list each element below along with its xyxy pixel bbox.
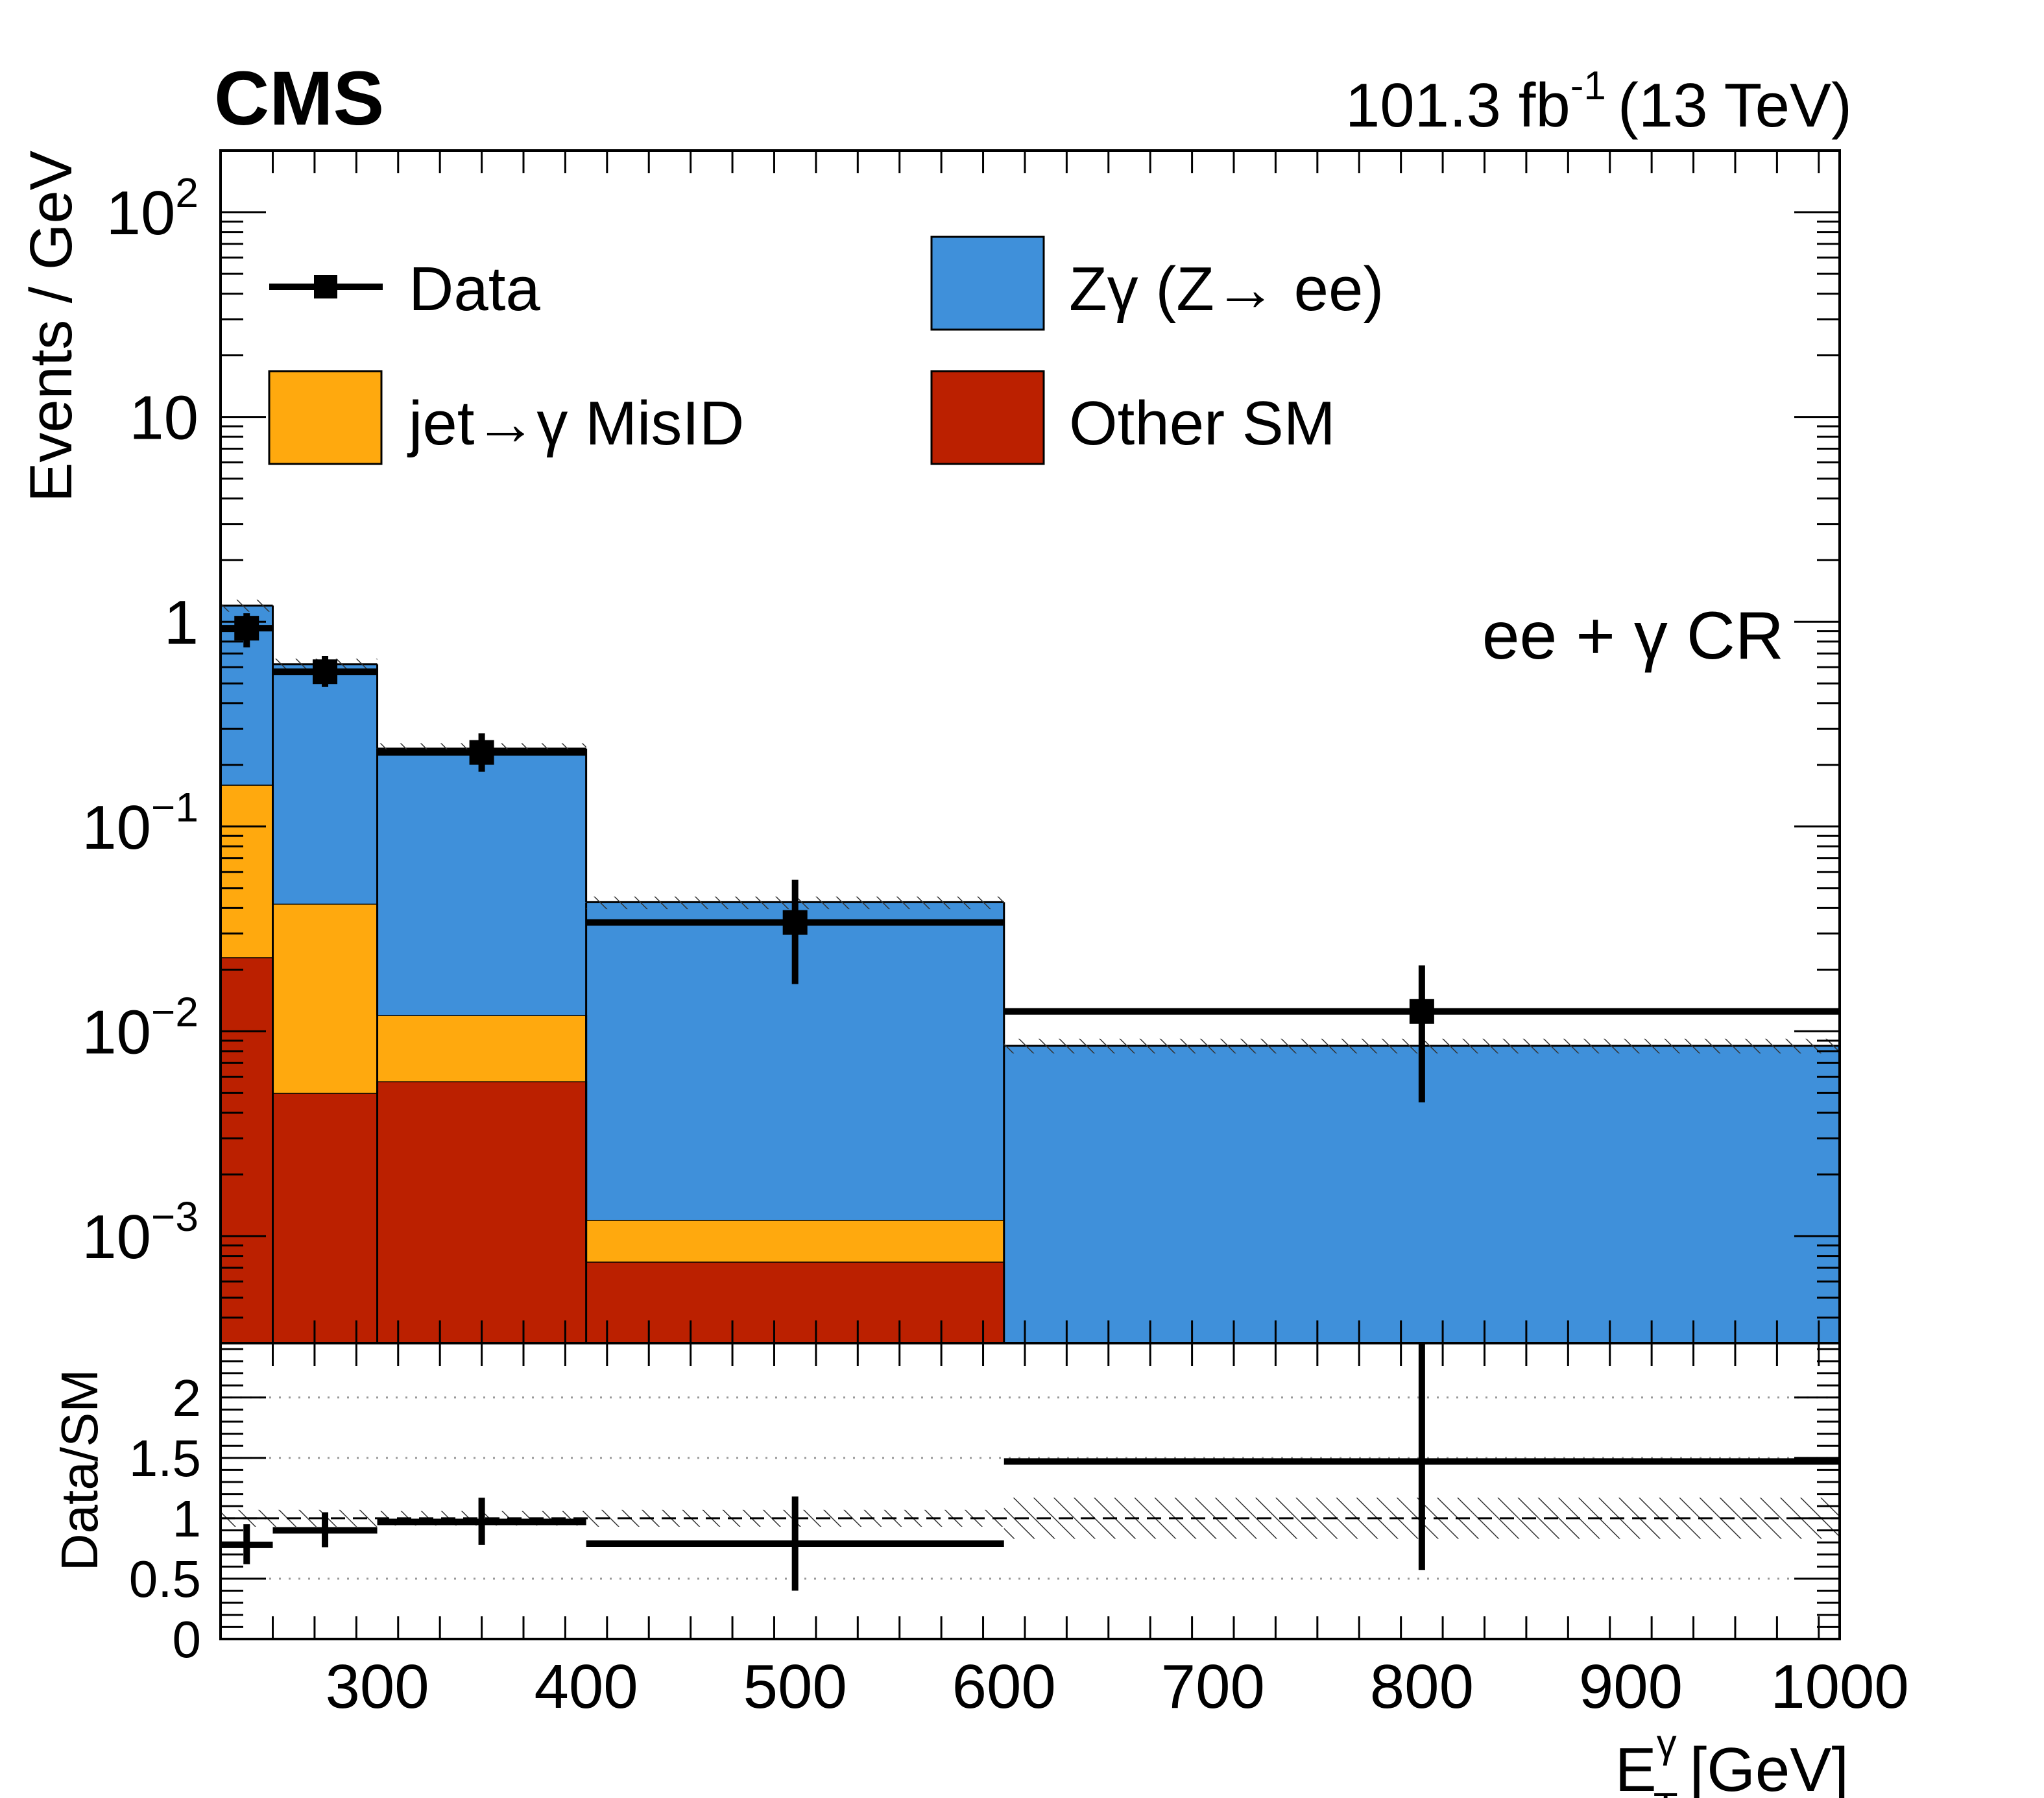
lumi-value: 101.3 fb xyxy=(1345,71,1570,140)
x-axis-label-unit: [GeV] xyxy=(1690,1735,1849,1798)
bar-jetmisid-1 xyxy=(272,903,378,1093)
main-ytick-label-4: 10 xyxy=(129,383,198,453)
lumi-label: 101.3 fb-1 (13 TeV) xyxy=(1345,64,1852,140)
bar-jetmisid-0 xyxy=(221,784,273,958)
legend-data-label: Data xyxy=(409,254,540,324)
main-ytick-label-2: 10−1 xyxy=(82,784,198,862)
ratio-ytick-label-1: 0.5 xyxy=(129,1550,201,1608)
main-ytick-label-exp: −2 xyxy=(151,988,198,1035)
legend-zgamma-swatch xyxy=(930,236,1045,331)
region-label: ee + γ CR xyxy=(1482,598,1784,674)
main-ytick-label-3: 1 xyxy=(164,588,198,657)
legend-item-misid: jet→γ MisID xyxy=(268,370,744,465)
lumi-exponent: -1 xyxy=(1570,64,1606,108)
main-ytick-label-5: 102 xyxy=(106,169,198,248)
data-point-1 xyxy=(313,659,338,685)
xtick-label-2: 500 xyxy=(743,1652,847,1721)
main-ytick-label-exp: −3 xyxy=(151,1193,198,1240)
legend-zgamma-label: Zγ (Z→ ee) xyxy=(1069,254,1384,324)
bar-zzee-1 xyxy=(272,664,378,904)
energy-label: (13 TeV) xyxy=(1618,71,1852,140)
main-y-axis-label: Events / GeV xyxy=(18,151,84,502)
legend-item-data: Data xyxy=(269,254,540,324)
main-ytick-label-base: 10 xyxy=(82,793,151,862)
bar-jetmisid-2 xyxy=(377,1015,586,1082)
legend-misid-label: jet→γ MisID xyxy=(407,389,744,458)
x-tick-labels: 300 400 500 600 700 800 900 1000 xyxy=(325,1652,1908,1721)
bar-othersm-0 xyxy=(221,957,273,1343)
main-ytick-label-exp: −1 xyxy=(151,784,198,831)
xtick-label-5: 800 xyxy=(1370,1652,1474,1721)
legend-item-othersm: Other SM xyxy=(930,370,1336,465)
main-ytick-label-base: 10 xyxy=(82,997,151,1067)
ratio-axis-ticks xyxy=(221,1343,1840,1640)
bar-zzee-2 xyxy=(377,748,586,1015)
legend-misid-swatch xyxy=(268,370,383,465)
ratio-y-tick-labels: 00.511.52 xyxy=(129,1369,201,1668)
bar-othersm-2 xyxy=(377,1081,586,1343)
mc-unc-0 xyxy=(221,600,273,612)
ratio-ytick-label-2: 1 xyxy=(173,1490,202,1548)
data-point-3 xyxy=(782,910,808,935)
bar-othersm-1 xyxy=(272,1093,378,1343)
ratio-gridlines xyxy=(221,1396,1840,1580)
data-points xyxy=(221,613,1840,1102)
xtick-label-6: 900 xyxy=(1579,1652,1683,1721)
ratio-uncertainty-band xyxy=(221,1498,1840,1539)
ratio-points xyxy=(221,1343,1840,1591)
xtick-label-7: 1000 xyxy=(1770,1652,1909,1721)
main-ytick-label-1: 10−2 xyxy=(82,988,198,1067)
data-point-4 xyxy=(1409,999,1434,1024)
bar-jetmisid-3 xyxy=(586,1219,1004,1262)
data-point-2 xyxy=(469,740,494,765)
ratio-y-axis-label: Data/SM xyxy=(51,1369,108,1571)
main-ytick-label-base: 10 xyxy=(82,1202,151,1272)
xtick-label-1: 400 xyxy=(535,1652,638,1721)
ratio-ytick-label-3: 1.5 xyxy=(129,1429,201,1487)
xtick-label-0: 300 xyxy=(325,1652,429,1721)
x-axis-label-sup: γ xyxy=(1657,1721,1677,1766)
legend: Data Zγ (Z→ ee) jet→γ MisID Other SM xyxy=(268,236,1384,465)
stacked-histogram xyxy=(221,604,1840,1343)
ratio-ytick-label-4: 2 xyxy=(173,1369,202,1427)
main-ytick-label-base: 10 xyxy=(106,178,176,248)
legend-othersm-label: Other SM xyxy=(1069,389,1336,458)
legend-othersm-swatch xyxy=(930,370,1045,465)
legend-data-marker xyxy=(314,275,337,298)
main-ytick-label-0: 10−3 xyxy=(82,1193,198,1272)
ratio-panel: 00.511.52 300 400 500 600 700 800 900 1000 Data… xyxy=(51,1342,1909,1798)
main-ytick-label-base: 1 xyxy=(164,588,198,657)
legend-item-zgamma: Zγ (Z→ ee) xyxy=(930,236,1384,331)
xtick-label-3: 600 xyxy=(952,1652,1056,1721)
ratio-ytick-label-0: 0 xyxy=(173,1610,202,1668)
main-axis-ticks xyxy=(221,149,1840,1344)
ratio-frame xyxy=(219,1342,1841,1640)
x-axis-label-main: E xyxy=(1615,1735,1657,1798)
data-point-0 xyxy=(234,616,259,641)
main-ytick-label-base: 10 xyxy=(129,383,198,453)
main-ytick-label-exp: 2 xyxy=(175,169,198,216)
experiment-label: CMS xyxy=(214,56,384,141)
bar-othersm-3 xyxy=(586,1261,1004,1343)
x-axis-label-sub: T xyxy=(1653,1785,1678,1798)
xtick-label-4: 700 xyxy=(1161,1652,1265,1721)
x-axis-label: Eγ T [GeV] xyxy=(1615,1721,1849,1798)
